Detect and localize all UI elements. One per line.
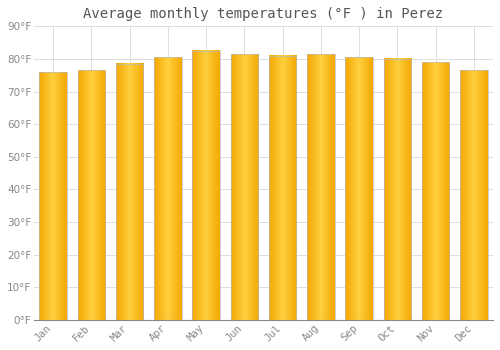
Bar [40, 72, 67, 320]
Bar [269, 56, 296, 320]
Bar [116, 64, 143, 320]
Bar [307, 54, 334, 320]
Bar [346, 57, 373, 320]
Title: Average monthly temperatures (°F ) in Perez: Average monthly temperatures (°F ) in Pe… [84, 7, 444, 21]
Bar [422, 62, 450, 320]
Bar [78, 70, 105, 320]
Bar [460, 70, 487, 320]
Bar [192, 51, 220, 320]
Bar [230, 54, 258, 320]
Bar [384, 59, 411, 320]
Bar [154, 57, 182, 320]
